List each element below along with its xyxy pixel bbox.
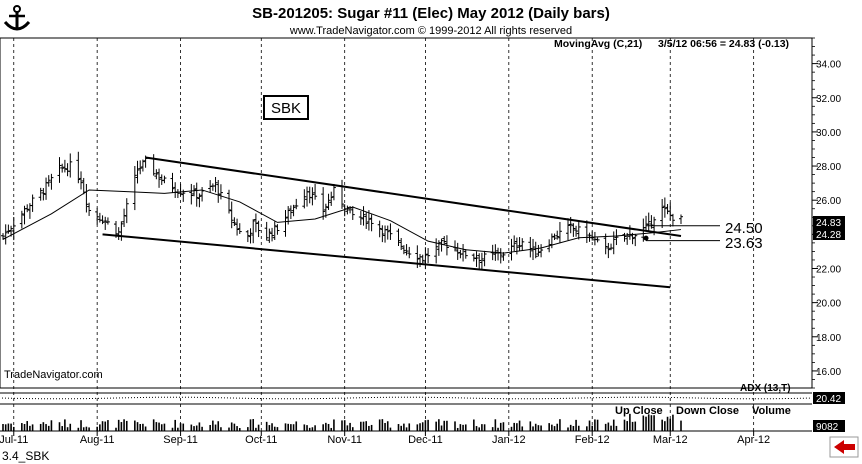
moving-average-info: 3/5/12 06:56 = 24.83 (-0.13) xyxy=(658,38,789,50)
x-tick-label: Dec-11 xyxy=(408,434,443,446)
y-tick-label: 26.00 xyxy=(816,196,841,207)
moving-average-tag: 24.28 xyxy=(813,228,845,241)
price-axis: 16.0018.0020.0022.0024.0026.0028.0030.00… xyxy=(812,37,841,389)
y-tick-label: 30.00 xyxy=(816,128,841,139)
x-tick-label: Apr-12 xyxy=(737,434,770,446)
adx-line xyxy=(1,396,811,400)
moving-average-label: MovingAvg (C,21) xyxy=(554,38,642,50)
upper-trendline xyxy=(145,156,682,238)
volume-value: 9082 xyxy=(816,422,839,433)
level-high-label: 24.50 xyxy=(725,220,763,237)
sbk-label: SBK xyxy=(271,100,301,117)
scroll-right-arrow-icon[interactable] xyxy=(829,436,859,458)
x-tick-label: Oct-11 xyxy=(245,434,277,446)
legend-down-close: Down Close xyxy=(676,405,739,417)
level-low-label: 23.63 xyxy=(725,235,763,252)
x-tick-label: Mar-12 xyxy=(653,434,688,446)
chart-copyright: www.TradeNavigator.com © 1999-2012 All r… xyxy=(289,25,572,37)
y-tick-label: 32.00 xyxy=(816,94,841,105)
footer-label: 3.4_SBK xyxy=(2,449,49,463)
anchor-logo-icon xyxy=(3,5,31,31)
last-price-value: 24.83 xyxy=(816,218,841,229)
adx-value: 20.42 xyxy=(816,394,841,405)
chart-overlays xyxy=(2,156,720,289)
chart-title: SB-201205: Sugar #11 (Elec) May 2012 (Da… xyxy=(252,5,610,22)
y-tick-label: 34.00 xyxy=(816,60,841,71)
tradenavigator-watermark: TradeNavigator.com xyxy=(4,369,103,381)
price-plot-frame xyxy=(0,37,813,389)
y-tick-label: 16.00 xyxy=(816,367,841,378)
legend-volume: Volume xyxy=(752,405,791,417)
volume-bars xyxy=(2,413,682,431)
moving-average-line xyxy=(2,189,682,254)
x-tick-label: Jul-11 xyxy=(0,434,28,446)
adx-label: ADX (13,T) xyxy=(740,383,791,394)
moving-average-value: 24.28 xyxy=(816,230,841,241)
y-tick-label: 28.00 xyxy=(816,162,841,173)
legend-up-close: Up Close xyxy=(615,405,663,417)
volume-value-tag: 9082 xyxy=(813,420,845,433)
x-tick-label: Sep-11 xyxy=(163,434,198,446)
lower-trendline xyxy=(102,233,671,289)
last-price-tag: 24.83 xyxy=(813,216,845,229)
breakout-marker xyxy=(643,235,649,241)
x-tick-label: Jan-12 xyxy=(492,434,526,446)
sbk-label-box xyxy=(263,95,309,120)
price-bars xyxy=(1,151,683,270)
x-tick-label: Feb-12 xyxy=(575,434,610,446)
y-tick-label: 18.00 xyxy=(816,333,841,344)
y-tick-label: 20.00 xyxy=(816,299,841,310)
x-tick-label: Nov-11 xyxy=(327,434,362,446)
adx-value-tag: 20.42 xyxy=(813,392,845,405)
adx-series xyxy=(1,396,811,400)
x-tick-label: Aug-11 xyxy=(80,434,115,446)
date-axis: Jul-11 Aug-11 Sep-11 Oct-11 Nov-11 Dec-11 Jan-… xyxy=(0,431,770,446)
y-tick-label: 22.00 xyxy=(816,264,841,275)
